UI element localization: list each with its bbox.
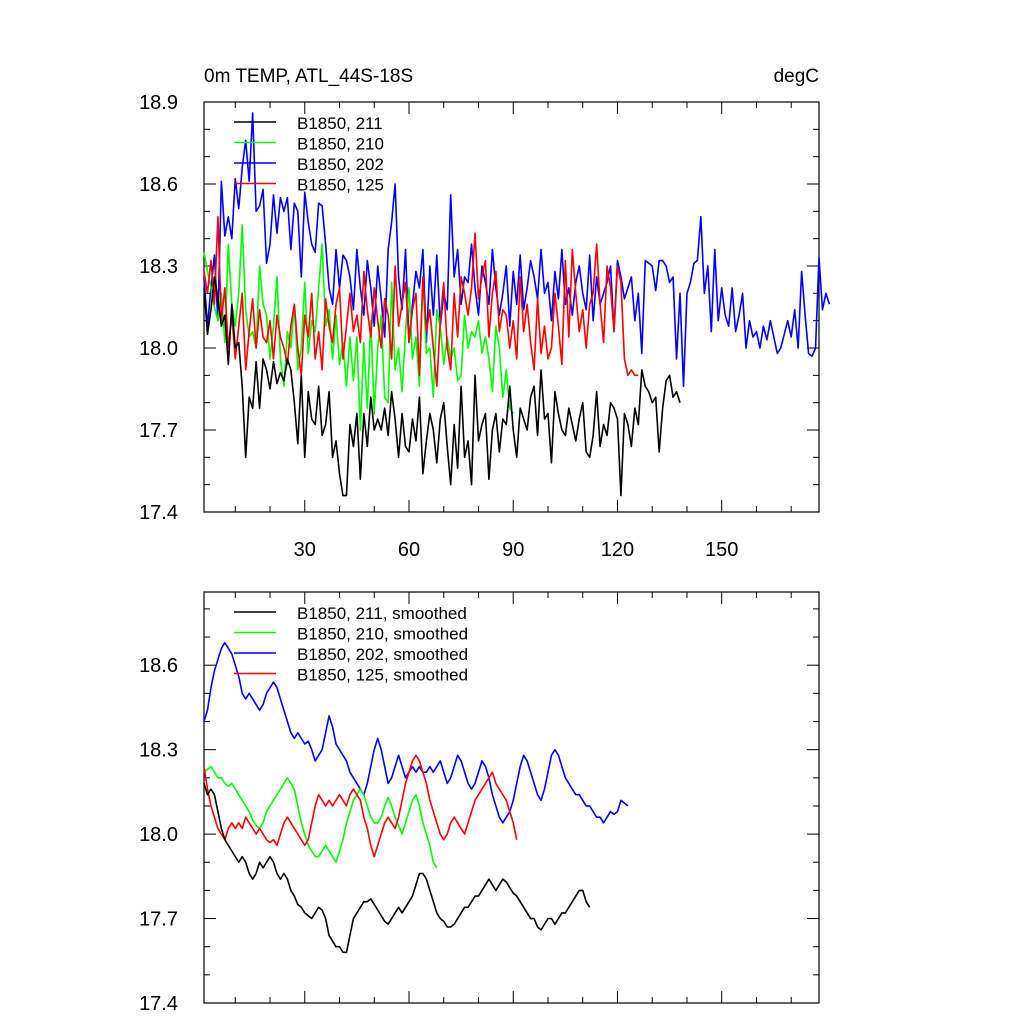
legend-entry: B1850, 210, smoothed <box>297 625 468 644</box>
x-tick-label: 150 <box>705 539 738 561</box>
plot-frame <box>203 101 820 513</box>
y-tick-label: 18.3 <box>139 740 178 762</box>
x-tick-label: 90 <box>502 539 524 561</box>
units-label: degC <box>774 66 819 87</box>
legend-entry: B1850, 202 <box>297 155 384 174</box>
bottom-panel: 17.4 17.7 18.0 18.3 18.6 B1850, 211, smoothed… <box>139 591 820 1015</box>
y-tick-label: 17.4 <box>139 502 178 524</box>
x-tick-label: 120 <box>601 539 634 561</box>
y-tick-label: 18.9 <box>139 92 178 114</box>
series-line-b1850-211-smoothed <box>203 783 591 954</box>
legend-entry: B1850, 211 <box>297 114 383 133</box>
y-tick-label: 17.4 <box>139 993 178 1015</box>
legend-entry: B1850, 125 <box>297 176 384 195</box>
y-tick-label: 18.6 <box>139 655 178 677</box>
x-tick-label: 60 <box>398 539 420 561</box>
y-tick-label: 18.3 <box>139 256 178 278</box>
series-line-b1850-125 <box>203 216 639 388</box>
y-tick-label: 18.0 <box>139 338 178 360</box>
y-tick-label: 18.6 <box>139 174 178 196</box>
legend-entry: B1850, 210 <box>297 135 384 154</box>
series-line-b1850-202-smoothed <box>203 641 629 824</box>
plot-frame <box>203 591 820 1004</box>
chart-title: 0m TEMP, ATL_44S-18S <box>204 66 413 87</box>
series-line-b1850-211 <box>203 276 681 497</box>
legend-entry: B1850, 211, smoothed <box>297 604 467 623</box>
series-line-b1850-125-smoothed <box>203 754 518 858</box>
top-panel: 0m TEMP, ATL_44S-18S degC 17.4 17.7 18.0 18.3… <box>139 66 831 561</box>
legend-entry: B1850, 125, smoothed <box>297 666 468 685</box>
y-tick-label: 18.0 <box>139 824 178 846</box>
series-line-b1850-202 <box>203 112 831 388</box>
x-tick-label: 30 <box>294 539 316 561</box>
y-tick-label: 17.7 <box>139 909 178 931</box>
series-line-b1850-210-smoothed <box>203 765 438 869</box>
legend-entry: B1850, 202, smoothed <box>297 645 468 664</box>
y-tick-label: 17.7 <box>139 420 178 442</box>
